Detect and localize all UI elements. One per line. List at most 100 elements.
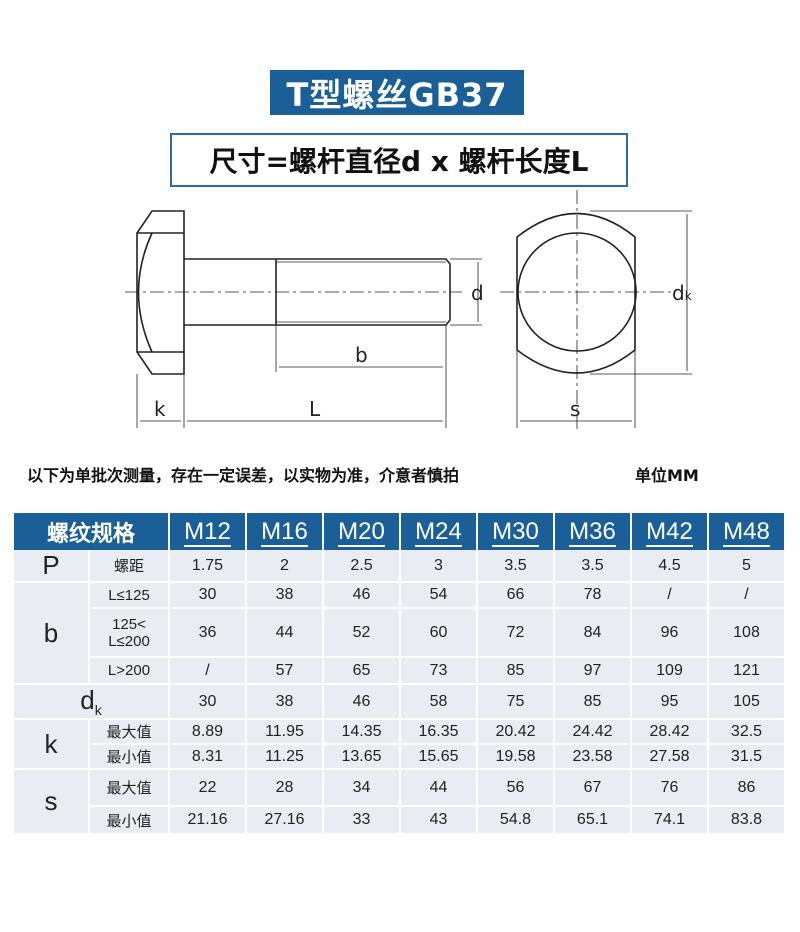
- spec-table: 螺纹规格 M12 M16 M20 M24 M30 M36 M42 M48 P 螺距…: [14, 513, 786, 836]
- value-cell: 8.31: [170, 745, 247, 771]
- value-cell: 8.89: [170, 720, 247, 746]
- value-cell: 5: [709, 550, 786, 583]
- value-cell: 32.5: [709, 720, 786, 746]
- value-cell: 109: [632, 658, 709, 685]
- sub-label: 125< L≤200: [90, 609, 170, 658]
- label-d: d: [471, 281, 484, 305]
- label-k: k: [154, 397, 166, 421]
- param-label: dk: [14, 685, 170, 721]
- spec-header: 螺纹规格: [14, 513, 170, 550]
- size-header: M20: [324, 513, 401, 550]
- size-formula: 尺寸=螺杆直径d x 螺杆长度L: [170, 133, 628, 187]
- label-s: s: [570, 397, 580, 421]
- value-cell: 36: [170, 609, 247, 658]
- size-header: M42: [632, 513, 709, 550]
- value-cell: 4.5: [632, 550, 709, 583]
- value-cell: 58: [401, 685, 478, 721]
- label-dk: dk: [672, 281, 692, 305]
- value-cell: 97: [555, 658, 632, 685]
- value-cell: 73: [401, 658, 478, 685]
- value-cell: 24.42: [555, 720, 632, 746]
- value-cell: 11.25: [247, 745, 324, 771]
- unit-label: 单位MM: [635, 466, 699, 485]
- param-label: b: [14, 583, 90, 685]
- value-cell: 85: [478, 658, 555, 685]
- value-cell: 38: [247, 583, 324, 609]
- value-cell: 96: [632, 609, 709, 658]
- size-header: M12: [170, 513, 247, 550]
- value-cell: 21.16: [170, 807, 247, 836]
- size-header: M16: [247, 513, 324, 550]
- param-label: P: [14, 550, 90, 583]
- table-row: L>200/57 65 73 85 97 109 121: [14, 658, 786, 685]
- size-header: M36: [555, 513, 632, 550]
- value-cell: 16.35: [401, 720, 478, 746]
- table-row: 125< L≤200 36 44 52 60 72 84 96 108: [14, 609, 786, 658]
- table-row: b L≤125 30 38 46 54 66 78//: [14, 583, 786, 685]
- sub-label: L≤125: [90, 583, 170, 609]
- value-cell: 1.75: [170, 550, 247, 583]
- value-cell: 75: [478, 685, 555, 721]
- value-cell: 3.5: [478, 550, 555, 583]
- value-cell: 95: [632, 685, 709, 721]
- sub-label: 最小值: [90, 807, 170, 836]
- value-cell: 76: [632, 770, 709, 808]
- value-cell: 22: [170, 770, 247, 808]
- value-cell: 19.58: [478, 745, 555, 771]
- sub-label: 最大值: [90, 720, 170, 746]
- value-cell: 84: [555, 609, 632, 658]
- value-cell: 30: [170, 583, 247, 609]
- sub-label: 最小值: [90, 745, 170, 771]
- table-row: 最小值 21.16 27.16 33 43 54.8 65.1 74.1 83.8: [14, 807, 786, 836]
- table-row: k 最大值 8.89 11.95 14.35 16.35 20.42 24.42 28.42 32…: [14, 720, 786, 771]
- value-cell: 67: [555, 770, 632, 808]
- value-cell: 11.95: [247, 720, 324, 746]
- value-cell: 72: [478, 609, 555, 658]
- value-cell: 15.65: [401, 745, 478, 771]
- value-cell: 56: [478, 770, 555, 808]
- table-header-row: 螺纹规格 M12 M16 M20 M24 M30 M36 M42 M48: [14, 513, 786, 550]
- value-cell: 14.35: [324, 720, 401, 746]
- label-L: L: [309, 397, 321, 421]
- value-cell: 33: [324, 807, 401, 836]
- value-cell: 57: [247, 658, 324, 685]
- value-cell: 52: [324, 609, 401, 658]
- value-cell: 2.5: [324, 550, 401, 583]
- param-label: k: [14, 720, 90, 771]
- value-cell: 28: [247, 770, 324, 808]
- value-cell: 85: [555, 685, 632, 721]
- value-cell: 38: [247, 685, 324, 721]
- page-title: T型螺丝GB37: [270, 70, 524, 115]
- value-cell: 30: [170, 685, 247, 721]
- size-header: M24: [401, 513, 478, 550]
- value-cell: /: [709, 583, 786, 609]
- value-cell: 27.58: [632, 745, 709, 771]
- table-row: dk 30 38 46 58 75 85 95 105: [14, 685, 786, 721]
- sub-label: 最大值: [90, 770, 170, 808]
- value-cell: 23.58: [555, 745, 632, 771]
- size-header: M48: [709, 513, 786, 550]
- value-cell: 66: [478, 583, 555, 609]
- value-cell: /: [632, 583, 709, 609]
- bolt-side-view: [125, 210, 482, 428]
- label-b: b: [355, 343, 368, 367]
- value-cell: 44: [247, 609, 324, 658]
- value-cell: 27.16: [247, 807, 324, 836]
- value-cell: 20.42: [478, 720, 555, 746]
- value-cell: 34: [324, 770, 401, 808]
- sub-label: L>200: [90, 658, 170, 685]
- bolt-head-view: [500, 190, 692, 430]
- sub-label: 螺距: [90, 550, 170, 583]
- table-row: 最小值 8.31 11.25 13.65 15.65 19.58 23.58 27.58 31.…: [14, 745, 786, 771]
- value-cell: 2: [247, 550, 324, 583]
- value-cell: 60: [401, 609, 478, 658]
- table-row: P 螺距 1.75 2 2.5 3 3.5 3.5 4.5 5: [14, 550, 786, 583]
- table-row: s 最大值 22 28 34 44 56 67 76 86: [14, 770, 786, 836]
- value-cell: 31.5: [709, 745, 786, 771]
- size-header: M30: [478, 513, 555, 550]
- value-cell: 78: [555, 583, 632, 609]
- value-cell: 74.1: [632, 807, 709, 836]
- bolt-technical-drawing: d dk b k L s: [125, 190, 692, 430]
- value-cell: 3.5: [555, 550, 632, 583]
